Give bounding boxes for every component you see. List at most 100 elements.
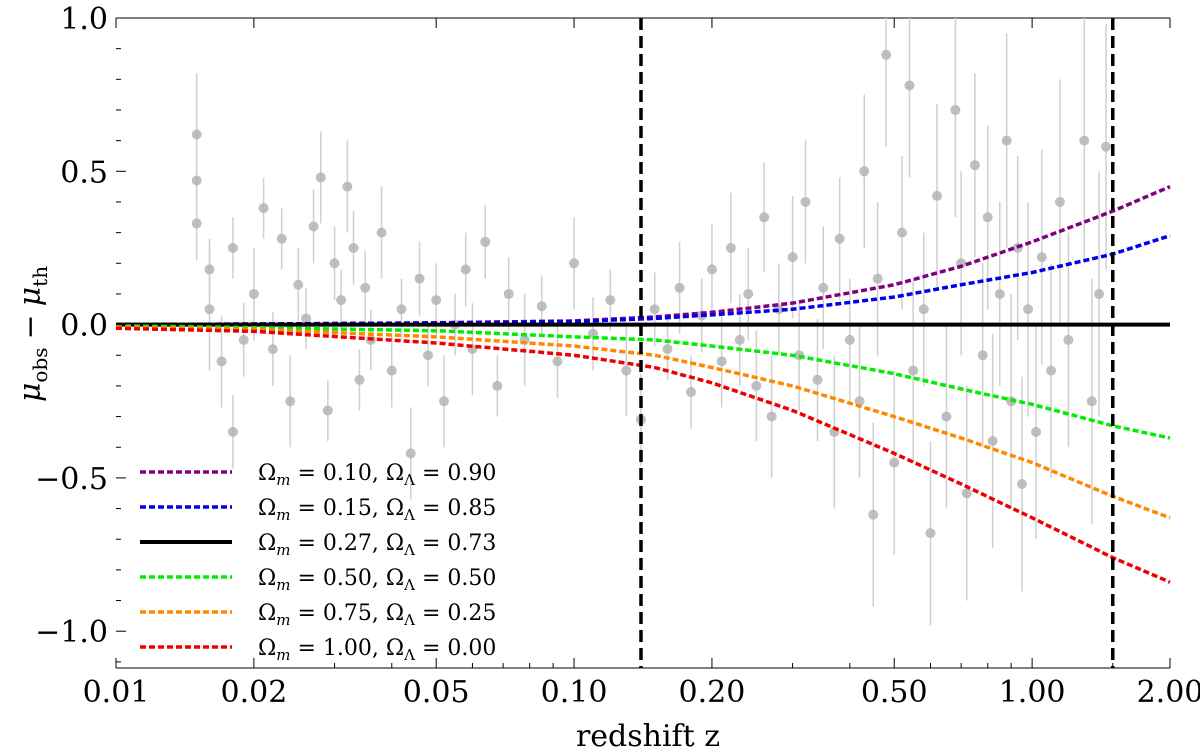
- data-point: [904, 80, 915, 91]
- axis-ticks: 0.01 0.02 0.05 0.10 0.20 0.50 1.00 2.00 1.0 0.5 0.…: [35, 2, 1200, 710]
- data-point: [621, 365, 632, 376]
- data-point: [431, 295, 442, 306]
- data-point: [685, 387, 696, 398]
- data-point: [977, 350, 988, 361]
- data-point: [800, 196, 811, 207]
- data-point: [868, 509, 879, 520]
- data-point: [460, 264, 471, 275]
- data-point: [396, 304, 407, 315]
- data-point: [1031, 426, 1042, 437]
- data-point: [932, 190, 943, 201]
- data-point: [1001, 135, 1012, 146]
- legend-label-1: Ωm = 0.10, ΩΛ = 0.90: [258, 461, 496, 489]
- data-point: [329, 258, 340, 269]
- data-point: [423, 350, 434, 361]
- data-point: [766, 411, 777, 422]
- data-point: [950, 104, 961, 115]
- data-point: [322, 405, 333, 416]
- y-axis-title-minus: −: [13, 314, 48, 339]
- data-point: [301, 313, 312, 324]
- y-axis-title-mu-2: μ: [13, 287, 48, 307]
- data-point: [315, 172, 326, 183]
- data-point: [376, 227, 387, 238]
- data-point: [941, 411, 952, 422]
- data-point: [191, 175, 202, 186]
- data-point: [293, 279, 304, 290]
- data-point: [438, 396, 449, 407]
- data-point: [994, 288, 1005, 299]
- data-point: [354, 374, 365, 385]
- data-point: [734, 334, 745, 345]
- data-point: [503, 288, 514, 299]
- data-point: [267, 344, 278, 355]
- y-axis-title-sub-th: th: [28, 266, 52, 287]
- data-point: [787, 252, 798, 263]
- data-point: [1046, 365, 1057, 376]
- data-point: [248, 288, 259, 299]
- data-point: [706, 264, 717, 275]
- data-point: [969, 160, 980, 171]
- data-points: [191, 49, 1112, 539]
- data-point: [480, 236, 491, 247]
- x-tick-label: 0.01: [83, 675, 150, 710]
- data-point: [405, 448, 416, 459]
- redshift-range-lines: [639, 18, 1115, 668]
- x-tick-label: 0.50: [861, 675, 928, 710]
- y-tick-label: −1.0: [35, 615, 108, 650]
- x-tick-label: 2.00: [1137, 675, 1200, 710]
- data-point: [492, 380, 503, 391]
- data-point: [336, 295, 347, 306]
- data-point: [1101, 141, 1112, 152]
- data-point: [258, 203, 269, 214]
- data-point: [649, 304, 660, 315]
- data-point: [662, 344, 673, 355]
- data-point: [238, 334, 249, 345]
- data-point: [204, 264, 215, 275]
- data-point: [1016, 479, 1027, 490]
- data-point: [725, 242, 736, 253]
- x-tick-label: 0.02: [220, 675, 287, 710]
- series-line-4: [115, 324, 1171, 440]
- data-point: [1094, 288, 1105, 299]
- model-curves: [115, 184, 1171, 584]
- data-point: [759, 212, 770, 223]
- data-point: [918, 304, 929, 315]
- x-tick-label: 0.05: [403, 675, 470, 710]
- data-point: [348, 242, 359, 253]
- legend-label-5: Ωm = 0.75, ΩΛ = 0.25: [258, 601, 496, 629]
- data-point: [191, 129, 202, 140]
- data-point: [1079, 135, 1090, 146]
- data-point: [227, 426, 238, 437]
- data-point: [227, 242, 238, 253]
- series-line-6: [115, 326, 1171, 584]
- x-axis-title: redshift z: [576, 719, 720, 750]
- legend-label-3: Ωm = 0.27, ΩΛ = 0.73: [258, 531, 496, 559]
- data-point: [285, 396, 296, 407]
- data-point: [1054, 196, 1065, 207]
- y-axis-title-sub-obs: obs: [28, 347, 52, 382]
- y-axis-title-mu: μ: [13, 383, 48, 403]
- data-point: [987, 436, 998, 447]
- legend-label-6: Ωm = 1.00, ΩΛ = 0.00: [258, 636, 496, 664]
- legend-label-4: Ωm = 0.50, ΩΛ = 0.50: [258, 566, 496, 594]
- data-point: [961, 488, 972, 499]
- data-point: [818, 282, 829, 293]
- data-point: [216, 356, 227, 367]
- data-point: [276, 233, 287, 244]
- data-point: [925, 528, 936, 539]
- data-point: [908, 365, 919, 376]
- data-point: [605, 295, 616, 306]
- data-point: [743, 288, 754, 299]
- data-point: [552, 356, 563, 367]
- y-tick-label: 0.0: [60, 309, 108, 344]
- data-point: [308, 221, 319, 232]
- data-point: [536, 301, 547, 312]
- plot-frame: [116, 17, 1170, 669]
- data-point: [191, 218, 202, 229]
- data-point: [897, 227, 908, 238]
- data-point: [569, 258, 580, 269]
- legend: Ωm = 0.10, ΩΛ = 0.90 Ωm = 0.15, ΩΛ = 0.85…: [140, 461, 496, 664]
- x-tick-label: 0.10: [541, 675, 608, 710]
- data-point: [859, 166, 870, 177]
- data-point: [982, 212, 993, 223]
